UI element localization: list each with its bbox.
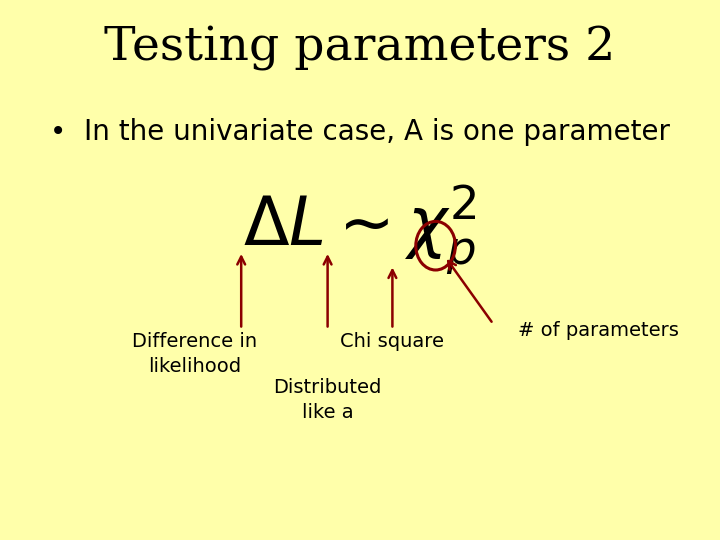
Text: •  In the univariate case, A is one parameter: • In the univariate case, A is one param… (50, 118, 670, 146)
Text: Chi square: Chi square (341, 332, 444, 351)
Text: $\Delta L \sim \chi^{2}_{p}$: $\Delta L \sim \chi^{2}_{p}$ (243, 183, 477, 276)
Text: # of parameters: # of parameters (518, 321, 679, 340)
Text: Testing parameters 2: Testing parameters 2 (104, 26, 616, 71)
Text: Distributed
like a: Distributed like a (274, 378, 382, 422)
Text: Difference in
likelihood: Difference in likelihood (132, 332, 257, 376)
